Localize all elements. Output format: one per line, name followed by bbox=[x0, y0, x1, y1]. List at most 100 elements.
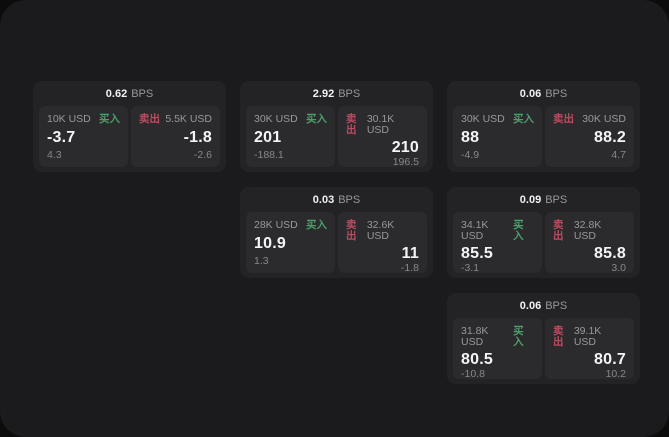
buy-amount: 30K USD bbox=[254, 113, 298, 125]
sell-amount: 32.8K USD bbox=[573, 219, 602, 242]
bps-value: 2.92 bbox=[312, 87, 335, 100]
sell-side-label: 卖出 bbox=[553, 113, 574, 125]
sell-panel-top: 卖出 30K USD bbox=[553, 114, 626, 125]
card-body: 30K USD 买入 201 -188.1 卖出 30.1K USD 210 1… bbox=[246, 106, 427, 167]
sell-price: 11 bbox=[401, 245, 419, 262]
bps-value: 0.62 bbox=[105, 87, 128, 100]
buy-side-label: 买入 bbox=[513, 113, 534, 125]
sell-panel-top: 卖出 32.6K USD bbox=[346, 220, 419, 241]
buy-side-label: 买入 bbox=[99, 113, 120, 125]
sell-price: 85.8 bbox=[594, 245, 626, 262]
buy-side-label: 买入 bbox=[306, 219, 327, 231]
sell-sub-value: 10.2 bbox=[605, 367, 626, 380]
buy-side-label: 买入 bbox=[513, 219, 524, 242]
buy-price: 10.9 bbox=[254, 234, 286, 252]
card-header: 0.09 BPS bbox=[453, 187, 634, 212]
quote-card-2: 2.92 BPS 30K USD 买入 201 -188.1 卖出 30.1K … bbox=[240, 81, 433, 172]
buy-sub-value: 4.3 bbox=[47, 148, 62, 161]
card-header: 2.92 BPS bbox=[246, 81, 427, 106]
buy-panel-top: 30K USD 买入 bbox=[254, 114, 327, 125]
quote-card-5: 0.09 BPS 34.1K USD 买入 85.5 -3.1 卖出 32.8K… bbox=[447, 187, 640, 278]
buy-panel-top: 30K USD 买入 bbox=[461, 114, 534, 125]
buy-sub-value: -188.1 bbox=[254, 148, 284, 161]
bps-unit-label: BPS bbox=[545, 193, 568, 206]
card-header: 0.62 BPS bbox=[39, 81, 220, 106]
sell-sub-value: 4.7 bbox=[611, 148, 626, 161]
buy-side-label: 买入 bbox=[306, 113, 327, 125]
quote-card-3: 0.06 BPS 30K USD 买入 88 -4.9 卖出 30K USD 8… bbox=[447, 81, 640, 172]
buy-panel[interactable]: 28K USD 买入 10.9 1.3 bbox=[246, 212, 335, 273]
bps-value: 0.03 bbox=[312, 193, 335, 206]
buy-panel[interactable]: 30K USD 买入 88 -4.9 bbox=[453, 106, 542, 167]
sell-panel[interactable]: 卖出 32.8K USD 85.8 3.0 bbox=[545, 212, 634, 273]
buy-price: 88 bbox=[461, 128, 480, 146]
bps-unit-label: BPS bbox=[131, 87, 154, 100]
sell-side-label: 卖出 bbox=[553, 219, 564, 242]
sell-panel-top: 卖出 32.8K USD bbox=[553, 220, 626, 241]
buy-sub-value: -3.1 bbox=[461, 261, 480, 274]
buy-amount: 10K USD bbox=[47, 113, 91, 125]
buy-amount: 31.8K USD bbox=[461, 325, 489, 348]
sell-sub-value: -2.6 bbox=[193, 148, 212, 161]
card-body: 28K USD 买入 10.9 1.3 卖出 32.6K USD 11 -1.8 bbox=[246, 212, 427, 273]
buy-panel-top: 31.8K USD 买入 bbox=[461, 326, 534, 347]
buy-price: -3.7 bbox=[47, 128, 76, 146]
sell-amount: 5.5K USD bbox=[165, 113, 212, 125]
sell-sub-value: 3.0 bbox=[611, 261, 626, 274]
buy-panel-top: 34.1K USD 买入 bbox=[461, 220, 534, 241]
sell-sub-value: -1.8 bbox=[400, 261, 419, 274]
sell-panel[interactable]: 卖出 5.5K USD -1.8 -2.6 bbox=[131, 106, 220, 167]
sell-amount: 32.6K USD bbox=[366, 219, 395, 242]
sell-panel-top: 卖出 30.1K USD bbox=[346, 114, 419, 135]
sell-amount: 39.1K USD bbox=[573, 325, 602, 348]
sell-panel-top: 卖出 39.1K USD bbox=[553, 326, 626, 347]
buy-sub-value: -10.8 bbox=[461, 367, 485, 380]
sell-panel-top: 卖出 5.5K USD bbox=[139, 114, 212, 125]
buy-amount: 30K USD bbox=[461, 113, 505, 125]
card-body: 34.1K USD 买入 85.5 -3.1 卖出 32.8K USD 85.8… bbox=[453, 212, 634, 273]
bps-unit-label: BPS bbox=[545, 299, 568, 312]
buy-panel[interactable]: 10K USD 买入 -3.7 4.3 bbox=[39, 106, 128, 167]
buy-sub-value: 1.3 bbox=[254, 254, 269, 267]
sell-panel[interactable]: 卖出 30.1K USD 210 196.5 bbox=[338, 106, 427, 167]
sell-price: 88.2 bbox=[594, 128, 626, 146]
buy-price: 85.5 bbox=[461, 245, 493, 262]
sell-price: -1.8 bbox=[183, 128, 212, 146]
sell-side-label: 卖出 bbox=[553, 325, 564, 348]
card-body: 10K USD 买入 -3.7 4.3 卖出 5.5K USD -1.8 -2.… bbox=[39, 106, 220, 167]
sell-amount: 30K USD bbox=[582, 113, 626, 125]
buy-panel[interactable]: 31.8K USD 买入 80.5 -10.8 bbox=[453, 318, 542, 379]
sell-side-label: 卖出 bbox=[139, 113, 160, 125]
quote-card-4: 0.03 BPS 28K USD 买入 10.9 1.3 卖出 32.6K US… bbox=[240, 187, 433, 278]
sell-side-label: 卖出 bbox=[346, 219, 357, 242]
buy-side-label: 买入 bbox=[513, 325, 524, 348]
card-body: 31.8K USD 买入 80.5 -10.8 卖出 39.1K USD 80.… bbox=[453, 318, 634, 379]
bps-unit-label: BPS bbox=[545, 87, 568, 100]
buy-sub-value: -4.9 bbox=[461, 148, 480, 161]
sell-sub-value: 196.5 bbox=[392, 155, 419, 168]
buy-panel[interactable]: 30K USD 买入 201 -188.1 bbox=[246, 106, 335, 167]
sell-price: 210 bbox=[391, 139, 419, 156]
buy-amount: 28K USD bbox=[254, 219, 298, 231]
buy-panel-top: 28K USD 买入 bbox=[254, 220, 327, 231]
buy-price: 80.5 bbox=[461, 351, 493, 368]
card-body: 30K USD 买入 88 -4.9 卖出 30K USD 88.2 4.7 bbox=[453, 106, 634, 167]
buy-panel[interactable]: 34.1K USD 买入 85.5 -3.1 bbox=[453, 212, 542, 273]
bps-value: 0.09 bbox=[519, 193, 542, 206]
sell-panel[interactable]: 卖出 32.6K USD 11 -1.8 bbox=[338, 212, 427, 273]
bps-unit-label: BPS bbox=[338, 87, 361, 100]
sell-side-label: 卖出 bbox=[346, 113, 357, 136]
sell-price: 80.7 bbox=[594, 351, 626, 368]
sell-amount: 30.1K USD bbox=[366, 113, 395, 136]
buy-amount: 34.1K USD bbox=[461, 219, 489, 242]
card-header: 0.06 BPS bbox=[453, 81, 634, 106]
buy-panel-top: 10K USD 买入 bbox=[47, 114, 120, 125]
bps-value: 0.06 bbox=[519, 299, 542, 312]
bps-unit-label: BPS bbox=[338, 193, 361, 206]
sell-panel[interactable]: 卖出 30K USD 88.2 4.7 bbox=[545, 106, 634, 167]
card-header: 0.06 BPS bbox=[453, 293, 634, 318]
buy-price: 201 bbox=[254, 128, 282, 146]
bps-value: 0.06 bbox=[519, 87, 542, 100]
sell-panel[interactable]: 卖出 39.1K USD 80.7 10.2 bbox=[545, 318, 634, 379]
